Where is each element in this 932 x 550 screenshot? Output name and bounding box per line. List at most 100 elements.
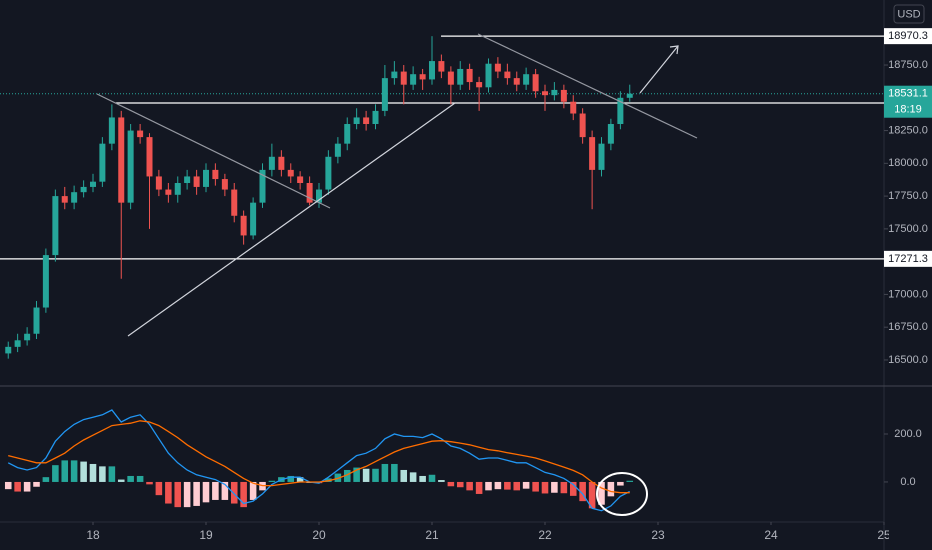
histogram-bar xyxy=(598,481,605,505)
candle-body xyxy=(99,143,106,182)
candle-body xyxy=(494,63,501,72)
histogram-bar xyxy=(419,475,426,482)
y-tick-label: 17000.0 xyxy=(888,288,928,300)
histogram-bar xyxy=(569,481,577,496)
last-price-bg xyxy=(884,85,932,118)
candle-body xyxy=(259,169,266,203)
candle-body xyxy=(428,61,436,80)
histogram-bar xyxy=(108,466,116,482)
arrow-head xyxy=(669,45,679,55)
candle-body xyxy=(504,71,511,79)
candle-body xyxy=(598,143,605,170)
candle-body xyxy=(24,333,31,341)
plot-layer: 18750.0 18250.0 18000.0 17750.0 17500.0 17000… xyxy=(0,28,932,512)
candle-body xyxy=(118,117,125,203)
arrow xyxy=(639,45,679,94)
histogram-bar xyxy=(268,480,276,482)
candle-body xyxy=(579,113,586,138)
histogram-bar xyxy=(4,481,12,490)
histogram-bar xyxy=(504,481,511,490)
circle-marker xyxy=(596,472,648,516)
trend-line xyxy=(96,93,331,209)
histogram-bar xyxy=(136,475,144,482)
x-tick-label: 18 xyxy=(86,528,100,542)
histogram-bar xyxy=(522,481,530,489)
histogram-bar xyxy=(513,481,521,491)
candle-body xyxy=(193,176,200,187)
histogram-bar xyxy=(428,474,436,482)
level-label: 17271.3 xyxy=(888,253,928,265)
histogram-bar xyxy=(579,481,586,502)
candle-body xyxy=(61,196,68,203)
candle-body xyxy=(400,71,407,85)
currency-box[interactable] xyxy=(893,4,925,24)
histogram-bar xyxy=(212,481,219,500)
histogram-bar xyxy=(607,481,615,497)
histogram-bar xyxy=(372,468,379,482)
histogram-bar xyxy=(61,460,69,482)
candle-body xyxy=(447,71,454,85)
candle-body xyxy=(33,307,40,334)
candle-body xyxy=(315,189,323,203)
y-tick-label: 0.0 xyxy=(900,476,915,488)
candle-body xyxy=(372,110,379,125)
histogram-bar xyxy=(89,463,97,482)
candle-body xyxy=(410,74,417,85)
candle-body xyxy=(381,78,388,111)
histogram-bar xyxy=(42,477,50,482)
candle-body xyxy=(231,189,238,216)
candle-body xyxy=(334,143,341,157)
level-label: 18970.3 xyxy=(888,30,928,42)
level-label-bg xyxy=(884,28,932,45)
histogram-bar xyxy=(475,481,483,494)
candle-body xyxy=(353,117,360,125)
y-tick-label: 18000.0 xyxy=(888,157,928,169)
y-tick-label: 200.0 xyxy=(894,428,922,440)
histogram-bar xyxy=(127,475,134,482)
candle-body xyxy=(146,137,153,177)
histogram-bar xyxy=(456,481,464,488)
histogram-bar xyxy=(626,480,634,482)
histogram-bar xyxy=(391,463,398,482)
candle-body xyxy=(127,130,134,203)
candle-body xyxy=(297,176,304,183)
histogram-bar xyxy=(588,481,596,509)
candle-body xyxy=(155,176,162,190)
histogram-bar xyxy=(155,481,163,496)
histogram-bar xyxy=(617,481,624,486)
candle-body xyxy=(607,124,614,144)
candle-body xyxy=(80,186,87,193)
histogram-bar xyxy=(33,481,40,487)
histogram-bar xyxy=(551,481,558,493)
histogram-bar xyxy=(532,481,539,492)
candle-body xyxy=(325,156,332,190)
histogram-bar xyxy=(80,461,87,482)
candle-body xyxy=(5,346,12,354)
histogram-bar xyxy=(381,463,389,482)
candle-body xyxy=(560,89,567,102)
candle-body xyxy=(466,68,473,83)
candle-body xyxy=(278,156,285,170)
currency-label: USD xyxy=(897,8,920,20)
candle-body xyxy=(551,89,558,96)
histogram-bar xyxy=(296,477,304,482)
histogram-bar xyxy=(541,481,549,494)
histogram-bar xyxy=(287,475,295,482)
candle-body xyxy=(174,182,181,195)
macd-line xyxy=(7,409,630,512)
candle-body xyxy=(202,169,210,187)
y-tick-label: 17750.0 xyxy=(888,190,928,202)
histogram-bar xyxy=(362,468,370,482)
candle-body xyxy=(485,63,492,88)
histogram-bar xyxy=(70,460,78,482)
y-tick-label: 16500.0 xyxy=(888,354,928,366)
candle-body xyxy=(391,71,398,79)
candle-body xyxy=(108,117,115,144)
histogram-bar xyxy=(23,481,31,492)
histogram-bar xyxy=(400,469,408,482)
candle-body xyxy=(14,340,21,347)
trend-line xyxy=(127,102,456,337)
histogram-bar xyxy=(146,481,153,485)
histogram-bar xyxy=(193,481,200,506)
